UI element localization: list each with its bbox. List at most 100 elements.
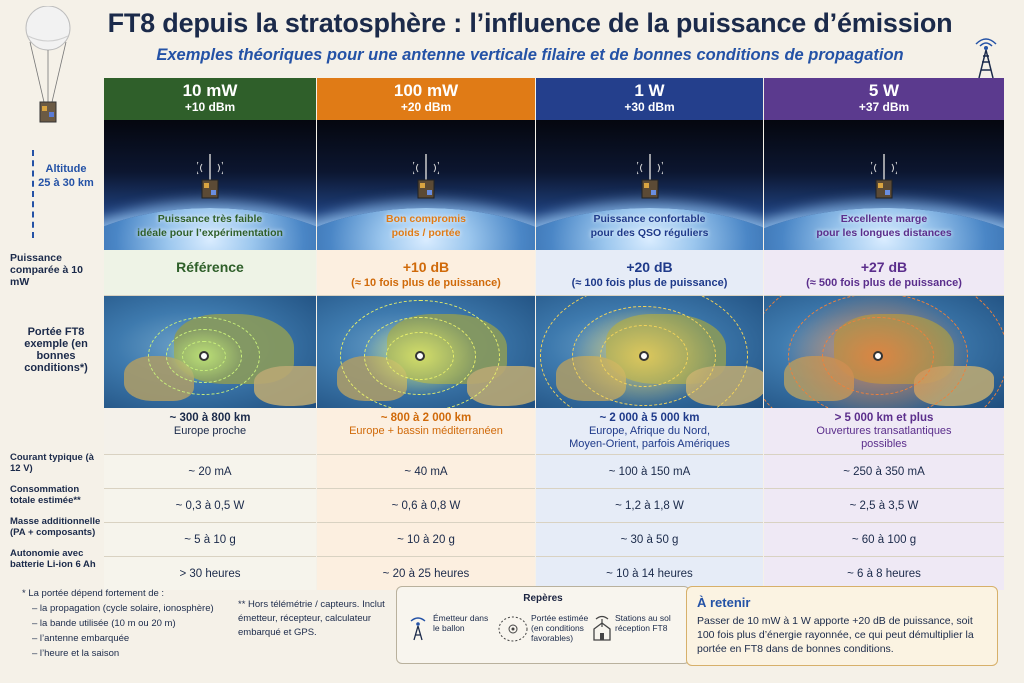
mass-cell: ~ 60 à 100 g [764,522,1004,556]
altitude-arrow-icon [32,150,34,238]
range-ring [148,316,260,396]
altitude-label: Altitude [45,163,87,175]
comparison-db: +27 dB [860,259,908,275]
altitude-value: 25 à 30 km [38,177,94,189]
range-distance: ~ 300 à 800 km [169,412,251,424]
row-label-autonomy: Autonomie avec batterie Li-ion 6 Ah [10,548,96,570]
consumption-cell: ~ 2,5 à 3,5 W [764,488,1004,522]
range-map [536,296,763,408]
range-area: Europe proche [173,425,247,437]
caption-line-1: Puissance confortable [593,213,706,225]
range-text: ~ 300 à 800 km Europe proche [104,408,316,454]
ground-station-icon [593,615,611,641]
column-header: 1 W +30 dBm [536,78,763,120]
range-map [104,296,316,408]
power-dbm: +37 dBm [858,100,910,114]
legend-title: Repères [523,593,563,604]
transmitter-marker-icon [638,351,649,361]
comparison-factor: (≈ 10 fois plus de puissance) [351,277,501,289]
footnote-1b: – la bande utilisée (10 m ou 20 m) [32,618,176,629]
power-comparison: +20 dB (≈ 100 fois plus de puissance) [536,250,763,296]
comparison-db: +20 dB [626,259,673,275]
mass-cell: ~ 10 à 20 g [317,522,535,556]
column-caption: Puissance très faible idéale pour l’expé… [104,212,316,240]
autonomy-cell: ~ 6 à 8 heures [764,556,1004,590]
payload-icon [413,154,439,199]
caption-line-2: poids / portée [391,227,461,239]
range-area: Europe + bassin méditerranéen [349,425,503,437]
column-caption: Puissance confortable pour des QSO régul… [536,212,763,240]
range-ring [539,296,748,408]
current-cell: ~ 20 mA [104,454,316,488]
land-africa [254,366,316,406]
power-comparison: Référence [104,250,316,296]
footnote-1: * La portée dépend fortement de : [22,588,165,599]
stratosphere-view: Puissance très faible idéale pour l’expé… [104,120,316,250]
range-map [764,296,1004,408]
caption-line-1: Bon compromis [386,213,466,225]
key-takeaway-title: À retenir [697,595,751,610]
caption-line-1: Excellente marge [840,213,928,225]
key-takeaway-text: Passer de 10 mW à 1 W apporte +20 dB de … [697,615,974,655]
power-comparison: +27 dB (≈ 500 fois plus de puissance) [764,250,1004,296]
transmitter-marker-icon [873,351,883,361]
autonomy-cell: > 30 heures [104,556,316,590]
range-distance: ~ 2 000 à 5 000 km [599,412,700,424]
consumption-cell: ~ 0,6 à 0,8 W [317,488,535,522]
row-label-mass: Masse additionnelle (PA + composants) [10,516,101,538]
key-takeaway-box: À retenir Passer de 10 mW à 1 W apporte … [686,586,998,666]
footnotes: * La portée dépend fortement de : – la p… [22,586,232,661]
power-value: 10 mW [182,81,238,100]
power-value: 5 W [868,81,900,100]
current-cell: ~ 40 mA [317,454,535,488]
stratosphere-view: Excellente marge pour les longues distan… [764,120,1004,250]
range-ring [764,296,1004,408]
power-column: 1 W +30 dBm Puissance confortable pour d… [536,78,763,590]
power-dbm: +10 dBm [184,100,236,114]
row-label-range: Portée FT8 exemple (en bonnes conditions… [24,326,88,374]
autonomy-cell: ~ 10 à 14 heures [536,556,763,590]
range-area-extra: possibles [861,438,907,450]
legend-item-range: Portée estimée (en conditions favorables… [531,613,589,643]
power-dbm: +20 dBm [400,100,452,114]
payload-icon [636,154,663,199]
stratosphere-view: Puissance confortable pour des QSO régul… [536,120,763,250]
range-area: Ouvertures transatlantiques [816,425,952,437]
transmitter-marker-icon [199,351,209,361]
range-text: ~ 800 à 2 000 km Europe + bassin méditer… [317,408,535,454]
range-ring [340,300,500,408]
caption-line-1: Puissance très faible [157,213,263,225]
payload-icon [871,154,897,199]
column-caption: Excellente marge pour les longues distan… [764,212,1004,240]
transmitter-icon [410,617,426,641]
footnote-1d: – l’heure et la saison [32,648,120,659]
range-area-extra: Moyen-Orient, parfois Amériques [569,438,730,450]
row-label-compare: Puissance comparée à 10 mW [10,252,83,288]
range-map [317,296,535,408]
power-comparison: +10 dB (≈ 10 fois plus de puissance) [317,250,535,296]
legend-item-ground: Stations au sol réception FT8 [615,613,671,633]
footnote-1a: – la propagation (cycle solaire, ionosph… [32,603,214,614]
row-label-consumption: Consommation totale estimée** [10,484,81,506]
power-dbm: +30 dBm [624,100,675,114]
current-cell: ~ 250 à 350 mA [764,454,1004,488]
range-text: > 5 000 km et plus Ouvertures transatlan… [764,408,1004,454]
page-title: FT8 depuis la stratosphère : l’influence… [107,8,953,38]
power-column: 100 mW +20 dBm Bon compromis poids / por… [317,78,535,590]
column-caption: Bon compromis poids / portée [317,212,535,240]
transmitter-marker-icon [415,351,425,361]
power-column: 5 W +37 dBm Excellente marge pour les lo… [764,78,1004,590]
autonomy-cell: ~ 20 à 25 heures [317,556,535,590]
stratosphere-view: Bon compromis poids / portée [317,120,535,250]
power-value: 100 mW [393,81,459,100]
comparison-factor: (≈ 100 fois plus de puissance) [571,277,728,289]
consumption-cell: ~ 0,3 à 0,5 W [104,488,316,522]
range-area: Europe, Afrique du Nord, [588,425,711,437]
earth-horizon [317,208,535,250]
footnote-2: ** Hors télémétrie / capteurs. Inclut ém… [238,599,385,638]
legend-box: Repères Émetteur dans le ballon Portée e… [396,586,690,664]
power-column: 10 mW +10 dBm Puissance très faible idéa… [104,78,316,590]
caption-line-2: pour des QSO réguliers [590,227,709,239]
column-header: 5 W +37 dBm [764,78,1004,120]
range-distance: > 5 000 km et plus [834,412,934,424]
